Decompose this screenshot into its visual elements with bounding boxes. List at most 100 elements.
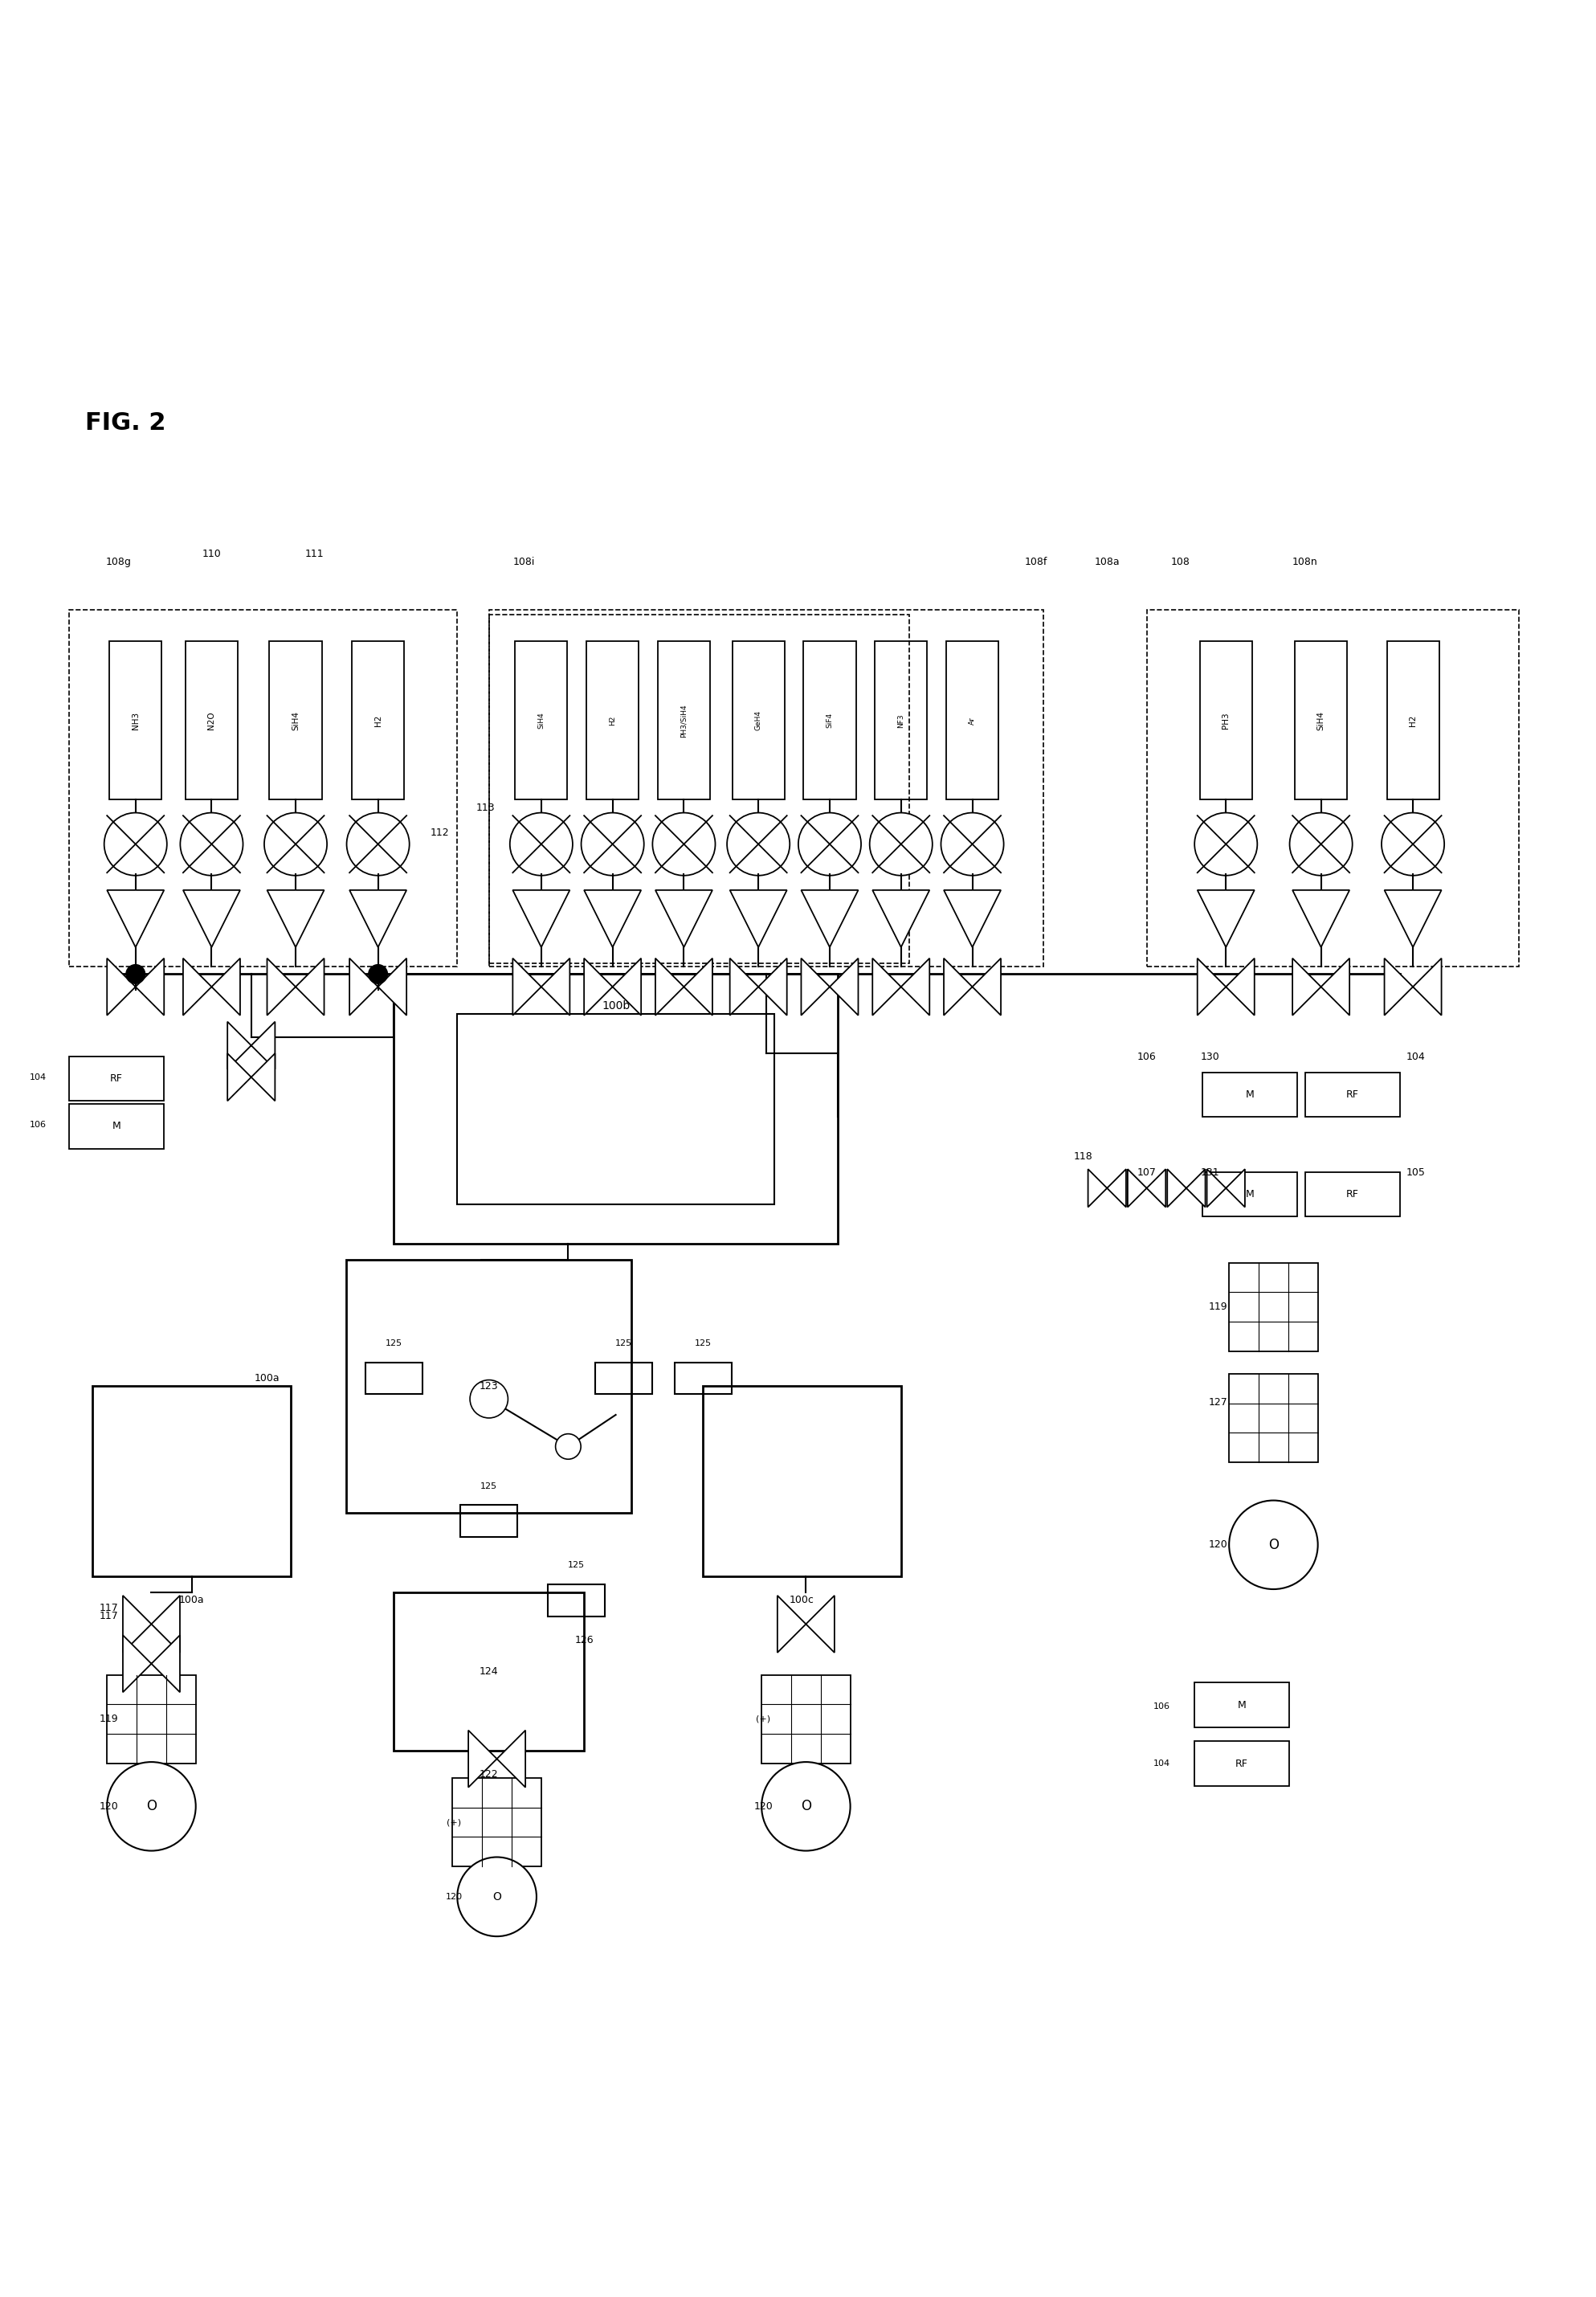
Circle shape: [581, 813, 643, 875]
Bar: [394, 1592, 584, 1750]
Text: NH3: NH3: [131, 712, 139, 730]
Bar: [346, 1259, 632, 1514]
Text: RF: RF: [1235, 1760, 1248, 1769]
Polygon shape: [943, 891, 1001, 946]
Text: 125: 125: [568, 1562, 584, 1569]
Bar: [946, 641, 999, 799]
Circle shape: [1194, 813, 1258, 875]
Bar: [488, 613, 910, 962]
Circle shape: [761, 1762, 851, 1851]
Polygon shape: [107, 891, 164, 946]
Text: 120: 120: [99, 1801, 118, 1812]
Polygon shape: [512, 958, 570, 1015]
Text: SiH4: SiH4: [538, 712, 544, 728]
Bar: [702, 1387, 902, 1576]
Polygon shape: [943, 958, 1001, 1015]
Bar: [1229, 1374, 1318, 1463]
Circle shape: [126, 965, 145, 983]
Text: SiH4: SiH4: [292, 710, 300, 730]
Circle shape: [509, 813, 573, 875]
Text: 127: 127: [1208, 1397, 1227, 1408]
Text: SiH4: SiH4: [1317, 710, 1325, 730]
Bar: [516, 641, 568, 799]
Text: 125: 125: [385, 1339, 402, 1348]
Bar: [270, 641, 322, 799]
Text: 100b: 100b: [602, 999, 630, 1011]
Text: 119: 119: [1208, 1302, 1227, 1312]
Text: 122: 122: [479, 1769, 498, 1780]
Polygon shape: [123, 1596, 180, 1652]
Text: 123: 123: [479, 1380, 498, 1392]
Polygon shape: [184, 891, 239, 946]
Polygon shape: [184, 958, 239, 1015]
Text: 100a: 100a: [179, 1594, 204, 1606]
Polygon shape: [777, 1596, 835, 1652]
Polygon shape: [1384, 958, 1441, 1015]
Text: 126: 126: [575, 1635, 594, 1645]
Circle shape: [469, 1380, 508, 1417]
Text: (+): (+): [757, 1716, 771, 1723]
Circle shape: [798, 813, 862, 875]
Text: 131: 131: [1200, 1167, 1219, 1178]
Text: H2: H2: [1409, 714, 1417, 726]
Text: RF: RF: [110, 1073, 123, 1084]
Polygon shape: [350, 958, 407, 1015]
Text: M: M: [1237, 1700, 1246, 1711]
Text: 112: 112: [431, 827, 450, 838]
Bar: [1202, 1171, 1298, 1217]
Polygon shape: [729, 958, 787, 1015]
Text: RF: RF: [1347, 1089, 1360, 1100]
Bar: [453, 1778, 541, 1867]
Text: 108: 108: [1170, 556, 1189, 567]
Polygon shape: [584, 891, 642, 946]
Polygon shape: [873, 958, 929, 1015]
Text: 100c: 100c: [790, 1594, 814, 1606]
Polygon shape: [1197, 891, 1254, 946]
Bar: [586, 641, 638, 799]
Circle shape: [1229, 1500, 1318, 1590]
Polygon shape: [267, 891, 324, 946]
Circle shape: [1290, 813, 1352, 875]
Text: O: O: [1269, 1537, 1278, 1553]
Text: M: M: [1245, 1089, 1254, 1100]
Circle shape: [180, 813, 243, 875]
Circle shape: [1382, 813, 1444, 875]
Bar: [1387, 641, 1440, 799]
Polygon shape: [512, 891, 570, 946]
Polygon shape: [1384, 891, 1441, 946]
Bar: [1146, 609, 1519, 967]
Bar: [1306, 1171, 1400, 1217]
Polygon shape: [1167, 1169, 1205, 1208]
Circle shape: [107, 1762, 196, 1851]
Circle shape: [369, 965, 388, 983]
Bar: [1194, 1684, 1290, 1727]
Text: O: O: [493, 1890, 501, 1902]
Bar: [69, 609, 458, 967]
Circle shape: [458, 1856, 536, 1936]
Text: 108i: 108i: [512, 556, 535, 567]
Polygon shape: [107, 958, 164, 1015]
Polygon shape: [1207, 1169, 1245, 1208]
Bar: [875, 641, 927, 799]
Text: 106: 106: [1136, 1052, 1156, 1061]
Polygon shape: [656, 891, 712, 946]
Polygon shape: [228, 1022, 275, 1068]
Text: M: M: [1245, 1190, 1254, 1199]
Polygon shape: [873, 891, 929, 946]
Text: 120: 120: [1208, 1539, 1227, 1550]
Circle shape: [346, 813, 410, 875]
Bar: [658, 641, 710, 799]
Text: 100a: 100a: [254, 1374, 279, 1383]
Polygon shape: [1293, 891, 1350, 946]
Text: PH3: PH3: [1223, 712, 1231, 728]
Text: SiF4: SiF4: [827, 712, 833, 728]
Bar: [1306, 1073, 1400, 1116]
Circle shape: [104, 813, 168, 875]
Circle shape: [555, 1433, 581, 1459]
Polygon shape: [350, 891, 407, 946]
Text: 120: 120: [445, 1893, 463, 1900]
Text: 130: 130: [1200, 1052, 1219, 1061]
Bar: [761, 1675, 851, 1764]
Text: 104: 104: [1154, 1760, 1170, 1769]
Polygon shape: [584, 958, 642, 1015]
